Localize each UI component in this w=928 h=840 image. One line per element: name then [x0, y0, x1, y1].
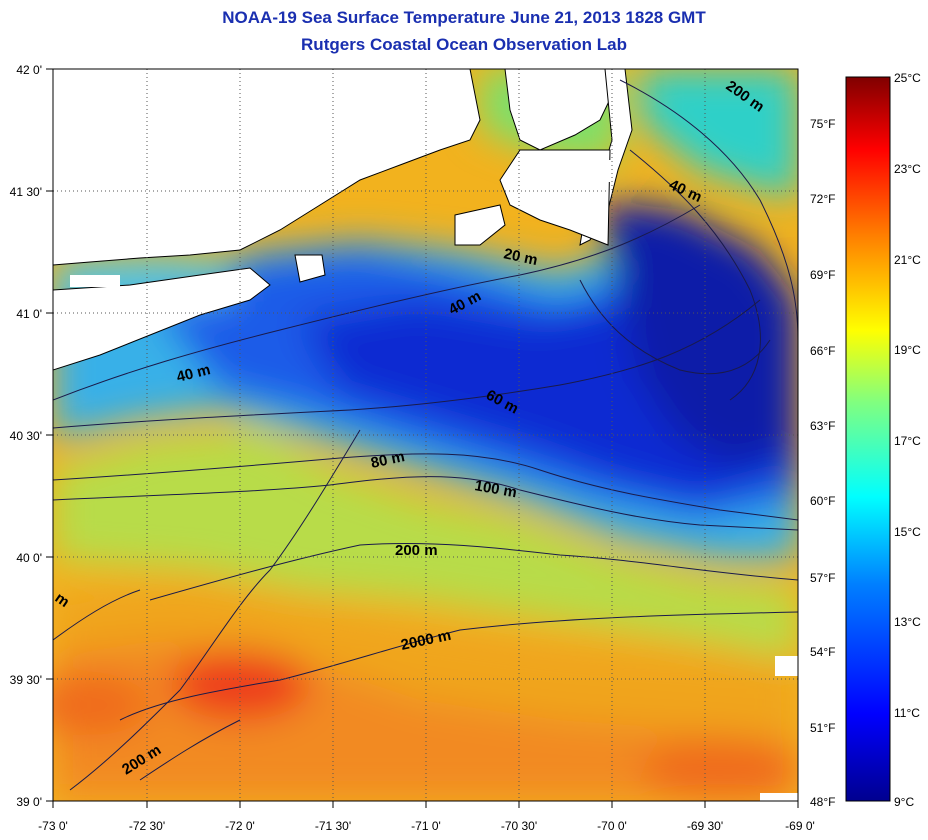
isobath-label: 200 m: [395, 542, 438, 559]
lon-label: -70 0': [597, 819, 627, 833]
lat-label: 41 30': [10, 185, 42, 199]
fahrenheit-label: 63°F: [810, 419, 835, 433]
fahrenheit-label: 69°F: [810, 268, 835, 282]
fahrenheit-labels: 75°F 72°F 69°F 66°F 63°F 60°F 57°F 54°F …: [810, 117, 835, 809]
lon-label: -70 30': [501, 819, 537, 833]
colorbar: [845, 76, 891, 802]
lon-label: -71 30': [315, 819, 351, 833]
celsius-label: 11°C: [894, 706, 920, 720]
fahrenheit-label: 60°F: [810, 494, 835, 508]
lon-label: -71 0': [411, 819, 441, 833]
celsius-labels: 25°C 23°C 21°C 19°C 17°C 15°C 13°C 11°C …: [894, 71, 921, 809]
fahrenheit-label: 66°F: [810, 344, 835, 358]
map-title: NOAA-19 Sea Surface Temperature June 21,…: [222, 8, 706, 27]
lat-label: 39 30': [10, 673, 42, 687]
fahrenheit-label: 54°F: [810, 645, 835, 659]
celsius-label: 9°C: [894, 795, 914, 809]
lat-label: 41 0': [16, 307, 42, 321]
celsius-label: 13°C: [894, 615, 921, 629]
fahrenheit-label: 72°F: [810, 192, 835, 206]
longitude-labels: -73 0' -72 30' -72 0' -71 30' -71 0' -70…: [38, 819, 815, 833]
celsius-label: 25°C: [894, 71, 921, 85]
frame-ticks: [46, 68, 799, 808]
lon-label: -73 0': [38, 819, 68, 833]
celsius-label: 17°C: [894, 434, 921, 448]
lon-label: -69 0': [785, 819, 815, 833]
lon-label: -72 0': [225, 819, 255, 833]
celsius-label: 19°C: [894, 343, 921, 357]
lon-label: -69 30': [687, 819, 723, 833]
fahrenheit-label: 51°F: [810, 721, 835, 735]
celsius-label: 23°C: [894, 162, 921, 176]
lon-label: -72 30': [129, 819, 165, 833]
map-subtitle: Rutgers Coastal Ocean Observation Lab: [301, 35, 627, 54]
isobath-contours: [53, 79, 798, 791]
isobath-label: 80 m: [369, 448, 406, 472]
latitude-labels: 42 0' 41 30' 41 0' 40 30' 40 0' 39 30' 3…: [10, 63, 42, 809]
fahrenheit-label: 48°F: [810, 795, 835, 809]
land-masses: [53, 69, 633, 371]
lat-label: 40 0': [16, 551, 42, 565]
isobath-label: 20 m: [502, 245, 539, 269]
lat-label: 40 30': [10, 429, 42, 443]
cloud-gaps: [70, 160, 798, 801]
lat-label: 39 0': [16, 795, 42, 809]
fahrenheit-label: 57°F: [810, 571, 835, 585]
graticule: [53, 69, 798, 801]
celsius-label: 21°C: [894, 253, 921, 267]
celsius-label: 15°C: [894, 525, 921, 539]
lat-label: 42 0': [16, 63, 42, 77]
fahrenheit-label: 75°F: [810, 117, 835, 131]
